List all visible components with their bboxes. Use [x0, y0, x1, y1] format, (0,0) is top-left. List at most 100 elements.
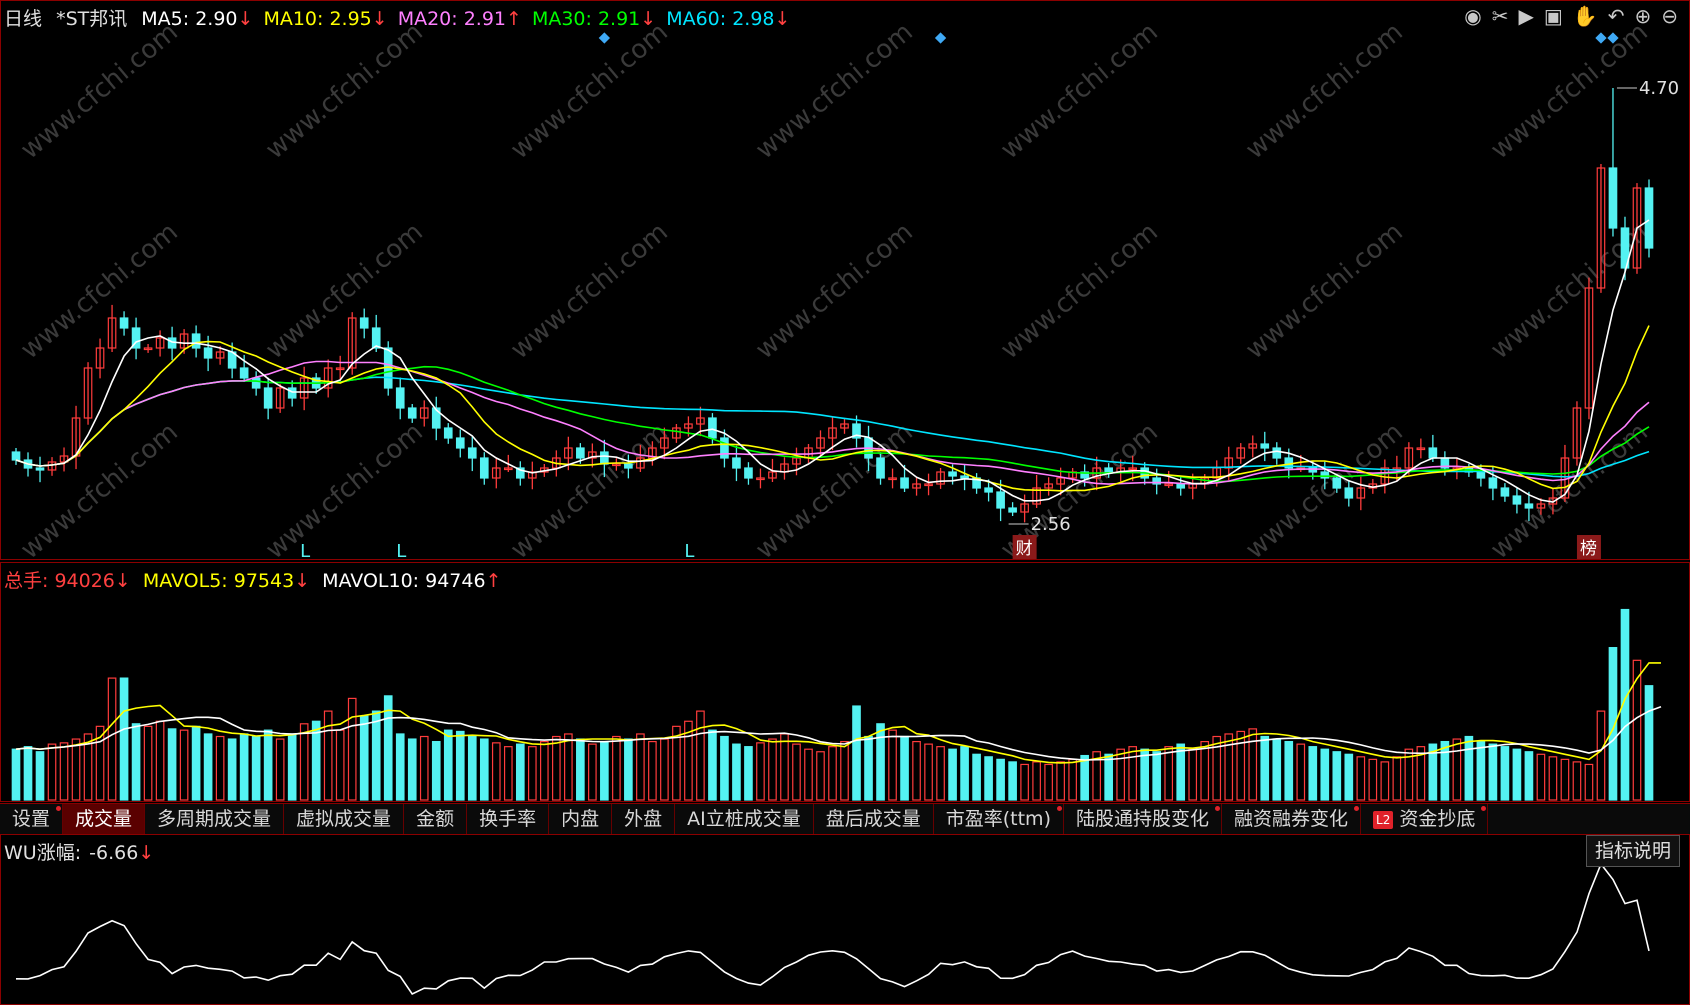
volume-bar [948, 748, 957, 801]
volume-bar [636, 733, 645, 801]
candle-body [1596, 167, 1606, 289]
scissors-icon[interactable]: ✂ [1491, 4, 1509, 28]
candle-body [900, 477, 909, 489]
volume-bar [1584, 763, 1594, 801]
volume-pane[interactable]: 总手: 94026↓ MAVOL5: 97543↓ MAVOL10: 94746↑ [0, 562, 1690, 802]
volume-bar [1356, 756, 1366, 801]
candle-body [840, 423, 849, 429]
candle-body [83, 367, 93, 419]
signal-L: L [300, 541, 310, 560]
tab-item[interactable]: 多周期成交量 [145, 804, 285, 834]
volume-bar [1596, 710, 1606, 801]
ma-legend: MA5: 2.90↓ MA10: 2.95↓ MA20: 2.91↑ MA30: 2.… [141, 8, 800, 30]
volume-bar [540, 740, 549, 801]
zoom-in-icon[interactable]: ⊕ [1634, 4, 1652, 28]
ma-line [15, 325, 1650, 492]
price-header: 日线 *ST邦讯 MA5: 2.90↓ MA10: 2.95↓ MA20: 2.91… [4, 4, 808, 31]
volume-bar [1536, 753, 1546, 801]
tab-label: 换手率 [479, 808, 537, 830]
volume-bar [191, 725, 201, 801]
indicator-pane[interactable]: WU涨幅: -6.66↓ [0, 834, 1690, 1005]
volume-chart[interactable] [0, 562, 1690, 802]
volume-bar [59, 742, 69, 801]
tab-item[interactable]: 盘后成交量 [814, 804, 934, 834]
volume-bar [35, 751, 45, 801]
candle-body [1224, 457, 1234, 469]
candle-body [215, 351, 225, 359]
lock-icon[interactable]: ▣ [1543, 4, 1563, 28]
hand-icon[interactable]: ✋ [1572, 4, 1598, 28]
candle-body [564, 447, 573, 459]
volume-bar [443, 729, 453, 801]
price-chart[interactable]: www.cfchi.com www.cfchi.com www.cfchi.com w… [0, 0, 1690, 560]
candle-body [1236, 447, 1246, 459]
ma-label: MA20: [397, 8, 464, 30]
candle-body [720, 437, 729, 459]
candle-body [431, 407, 441, 429]
tab-item[interactable]: 外盘 [612, 804, 676, 834]
candle-body [1524, 503, 1534, 509]
tab-item[interactable]: 市盈率(ttm) [934, 804, 1064, 834]
l2-badge: L2 [1373, 810, 1394, 829]
candle-body [708, 417, 717, 439]
tab-item[interactable]: 金额 [404, 804, 468, 834]
tab-item[interactable]: 设置 [0, 804, 64, 834]
volume-bar [1392, 756, 1402, 801]
volume-bar [792, 743, 801, 801]
tab-item[interactable]: 成交量 [63, 804, 146, 834]
volume-bar [119, 677, 129, 801]
candle-body [1644, 187, 1654, 249]
tab-item[interactable]: 虚拟成交量 [284, 804, 405, 834]
notify-dot [1354, 806, 1360, 811]
tab-label: 内盘 [561, 808, 600, 830]
wu-chart[interactable] [0, 834, 1690, 1005]
diamond-marker [934, 32, 947, 44]
watermark-text: www.cfchi.com [505, 17, 674, 165]
eye-icon[interactable]: ◉ [1464, 4, 1482, 28]
volume-bar [263, 729, 273, 801]
volume-bar [1296, 743, 1306, 801]
candle-body [1056, 477, 1065, 485]
volume-bar [47, 743, 57, 801]
tab-item[interactable]: 换手率 [467, 804, 550, 834]
volume-bar [780, 733, 789, 801]
high-label: 4.70 [1639, 78, 1679, 99]
tab-item[interactable]: 融资融券变化 [1222, 804, 1362, 834]
candle-body [1356, 487, 1366, 499]
volume-bar [1128, 746, 1138, 801]
zoom-out-icon[interactable]: ⊖ [1661, 4, 1678, 28]
notify-dot [1056, 806, 1062, 811]
volume-bar [708, 729, 717, 801]
volume-bar [936, 746, 945, 801]
indicator-explain-button[interactable]: 指标说明 [1585, 835, 1680, 867]
ma-value: 2.91 [597, 8, 641, 30]
play-icon[interactable]: ▶ [1518, 4, 1534, 28]
volume-bar [648, 740, 657, 801]
wu-value: -6.66 [89, 842, 139, 864]
tab-label: 多周期成交量 [157, 808, 272, 830]
price-pane[interactable]: www.cfchi.com www.cfchi.com www.cfchi.com w… [0, 0, 1690, 560]
candle-body [1260, 443, 1270, 449]
tab-item[interactable]: AI立桩成交量 [675, 804, 814, 834]
candle-body [419, 407, 429, 419]
tab-item[interactable]: L2 资金抄底 [1361, 804, 1489, 834]
candle-body [696, 417, 705, 425]
volume-bar [455, 730, 465, 801]
tab-label: 陆股通持股变化 [1075, 808, 1209, 830]
watermark-text: www.cfchi.com [505, 217, 674, 365]
undo-icon[interactable]: ↶ [1607, 4, 1625, 28]
tab-item[interactable]: 陆股通持股变化 [1064, 804, 1222, 834]
volume-bar [864, 735, 873, 801]
volume-bar [323, 710, 333, 801]
candle-body [1572, 407, 1582, 459]
tab-label: 虚拟成交量 [296, 808, 392, 830]
vol-label: MAVOL10: [322, 570, 426, 592]
candle-body [1248, 443, 1258, 449]
candle-body [1164, 483, 1174, 487]
candle-body [323, 367, 333, 389]
candle-body [1632, 187, 1642, 269]
tab-item[interactable]: 内盘 [549, 804, 613, 834]
pane-frame [0, 834, 1690, 1005]
volume-bar [612, 735, 621, 801]
volume-bar [1020, 763, 1029, 801]
